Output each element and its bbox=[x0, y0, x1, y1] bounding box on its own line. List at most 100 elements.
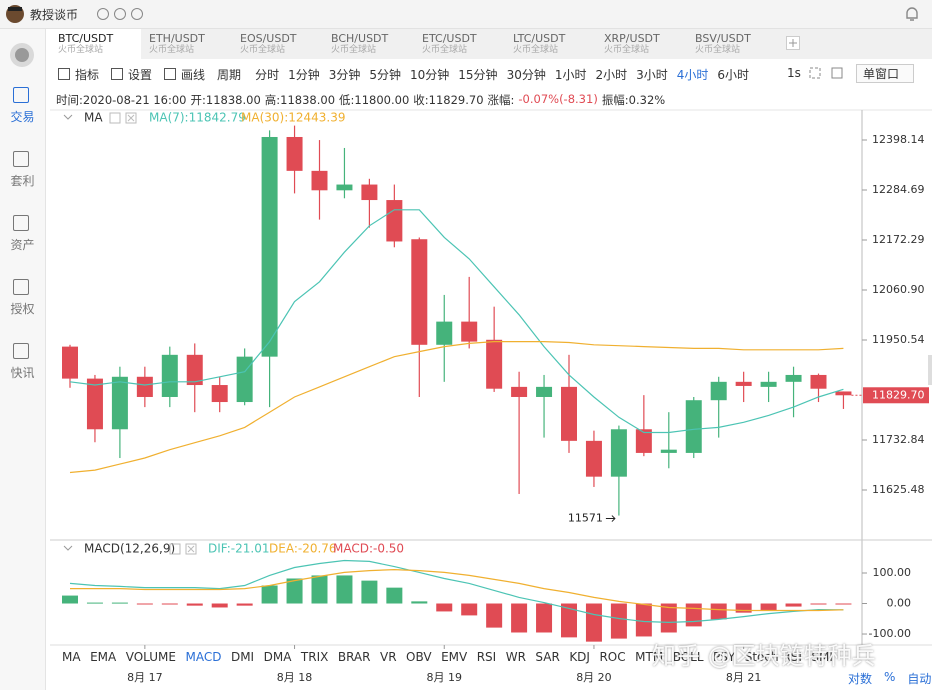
x-tick-label: 8月 21 bbox=[726, 671, 762, 684]
sidebar-icon[interactable] bbox=[13, 87, 29, 103]
x-tick-label: 8月 18 bbox=[277, 671, 313, 684]
macd-bar bbox=[311, 575, 328, 604]
sidebar-icon[interactable] bbox=[13, 279, 29, 295]
indicator-button[interactable]: VR bbox=[379, 650, 397, 664]
sidebar-icon[interactable] bbox=[13, 215, 29, 231]
indicator-control[interactable] bbox=[125, 112, 137, 124]
indicator-control[interactable] bbox=[109, 112, 121, 124]
tool-button[interactable]: 设置 bbox=[128, 67, 153, 82]
scale-option[interactable]: 自动 bbox=[907, 672, 932, 686]
collapse-arrow[interactable] bbox=[63, 545, 73, 551]
candle-body bbox=[760, 381, 777, 387]
indicator-button[interactable]: RSI bbox=[476, 650, 497, 664]
period-button[interactable]: 6小时 bbox=[717, 67, 750, 82]
indicator-name: MA bbox=[84, 111, 103, 125]
period-button[interactable]: 2小时 bbox=[595, 67, 628, 82]
sidebar-label[interactable]: 资产 bbox=[10, 238, 35, 252]
sidebar-label[interactable]: 套利 bbox=[10, 174, 35, 188]
pair-tab[interactable]: ETH/USDT 火币全球站 bbox=[141, 29, 232, 59]
pair-tab[interactable]: BTC/USDT 火币全球站 bbox=[50, 29, 141, 59]
exchange-name: 火币全球站 bbox=[695, 45, 741, 55]
scale-option[interactable]: % bbox=[884, 670, 896, 684]
period-button[interactable]: 3小时 bbox=[636, 67, 668, 82]
indicator-button[interactable]: MTM bbox=[635, 650, 664, 664]
add-tab[interactable] bbox=[786, 36, 800, 50]
collapse-arrow[interactable] bbox=[63, 114, 73, 120]
candle-body bbox=[286, 136, 303, 171]
pair-tab[interactable]: BCH/USDT 火币全球站 bbox=[323, 29, 414, 59]
toolbar: 指标 设置 画线 周期 分时 1分钟 3分钟 5分钟 10分钟 15分钟 30分钟 1小时 2小时 3小时… bbox=[58, 62, 758, 86]
bell-icon[interactable] bbox=[903, 5, 921, 23]
macd-bar bbox=[461, 603, 478, 616]
indicator-control[interactable] bbox=[169, 543, 181, 555]
period-button[interactable]: 30分钟 bbox=[506, 67, 546, 82]
indicator-button[interactable]: EMA bbox=[90, 650, 117, 664]
period-button[interactable]: 1分钟 bbox=[288, 67, 320, 82]
x-tick-label: 8月 20 bbox=[576, 671, 612, 684]
y-tick-label: 11950.54 bbox=[872, 333, 925, 346]
indicator-button[interactable]: TRIX bbox=[300, 650, 329, 664]
period-button[interactable]: 3分钟 bbox=[328, 67, 361, 82]
candle-body bbox=[561, 386, 577, 441]
indicator-button[interactable]: KDJ bbox=[569, 650, 590, 664]
sidebar-icon[interactable] bbox=[13, 343, 29, 359]
candle-body bbox=[236, 356, 253, 403]
exchange-name: 火币全球站 bbox=[604, 45, 650, 55]
indicator-button[interactable]: Stoch RSI bbox=[744, 650, 802, 664]
candle-body bbox=[436, 321, 453, 345]
exchange-name: 火币全球站 bbox=[58, 45, 104, 55]
info-item: 振幅:0.32% bbox=[601, 93, 666, 107]
macd-bar bbox=[261, 585, 278, 604]
indicator-button[interactable]: VOLUME bbox=[125, 650, 176, 664]
interval[interactable]: 1s bbox=[787, 66, 801, 80]
indicator-control[interactable] bbox=[187, 545, 195, 553]
last-price-box bbox=[863, 387, 929, 404]
window-select[interactable]: 单窗口 bbox=[856, 64, 914, 83]
view-icons[interactable] bbox=[808, 66, 848, 80]
tool-button[interactable]: 画线 bbox=[181, 67, 206, 82]
pair-tab[interactable]: BSV/USDT 火币全球站 bbox=[687, 29, 778, 59]
indicator-button[interactable]: BRAR bbox=[337, 650, 371, 664]
sidebar-label[interactable]: 快讯 bbox=[10, 366, 35, 380]
pair-tab[interactable]: XRP/USDT 火币全球站 bbox=[596, 29, 687, 59]
macd-bar bbox=[511, 603, 528, 633]
macd-bar bbox=[610, 603, 627, 639]
sidebar-label[interactable]: 授权 bbox=[10, 302, 35, 316]
indicator-button[interactable]: MACD bbox=[185, 650, 222, 664]
avatar[interactable] bbox=[8, 41, 36, 69]
pair-tab[interactable]: ETC/USDT 火币全球站 bbox=[414, 29, 505, 59]
period-button[interactable]: 分时 bbox=[255, 67, 280, 82]
indicator-button[interactable]: MA bbox=[62, 650, 81, 664]
indicator-button[interactable]: ROC bbox=[599, 650, 626, 664]
macd-bar bbox=[486, 603, 503, 628]
tool-button[interactable]: 指标 bbox=[75, 67, 100, 82]
candle-body bbox=[86, 378, 103, 430]
indicator-button[interactable]: BOLL bbox=[672, 650, 704, 664]
scroll-handle[interactable] bbox=[928, 355, 932, 385]
period-button[interactable]: 5分钟 bbox=[369, 67, 401, 82]
macd-bar bbox=[62, 595, 78, 604]
indicator-button[interactable]: PSY bbox=[713, 650, 736, 664]
period-button[interactable]: 4小时 bbox=[676, 67, 709, 82]
scale-option[interactable]: 对数 bbox=[848, 672, 873, 686]
indicator-button[interactable]: DMI bbox=[230, 650, 255, 664]
indicator-button[interactable]: EMV bbox=[441, 650, 468, 664]
watermark: 知乎 @区块链特种兵 bbox=[652, 642, 876, 670]
sidebar-icon[interactable] bbox=[13, 151, 29, 167]
indicator-control[interactable] bbox=[127, 114, 135, 122]
indicator-button[interactable]: WR bbox=[505, 650, 526, 664]
period-button[interactable]: 10分钟 bbox=[410, 67, 450, 82]
indicator-control[interactable] bbox=[185, 543, 197, 555]
period-button[interactable]: 1小时 bbox=[554, 67, 587, 82]
sidebar-label[interactable]: 交易 bbox=[10, 110, 35, 124]
indicator-button[interactable]: SAR bbox=[535, 650, 560, 664]
indicator-button[interactable]: SMI bbox=[811, 650, 833, 664]
indicator-button[interactable]: OBV bbox=[406, 650, 432, 664]
indicator-button[interactable]: DMA bbox=[263, 650, 292, 664]
pair-tab[interactable]: EOS/USDT 火币全球站 bbox=[232, 29, 323, 59]
pair-tab[interactable]: LTC/USDT 火币全球站 bbox=[505, 29, 596, 59]
candle-body bbox=[186, 354, 203, 386]
period-label[interactable]: 周期 bbox=[217, 67, 242, 82]
period-button[interactable]: 15分钟 bbox=[458, 67, 498, 82]
